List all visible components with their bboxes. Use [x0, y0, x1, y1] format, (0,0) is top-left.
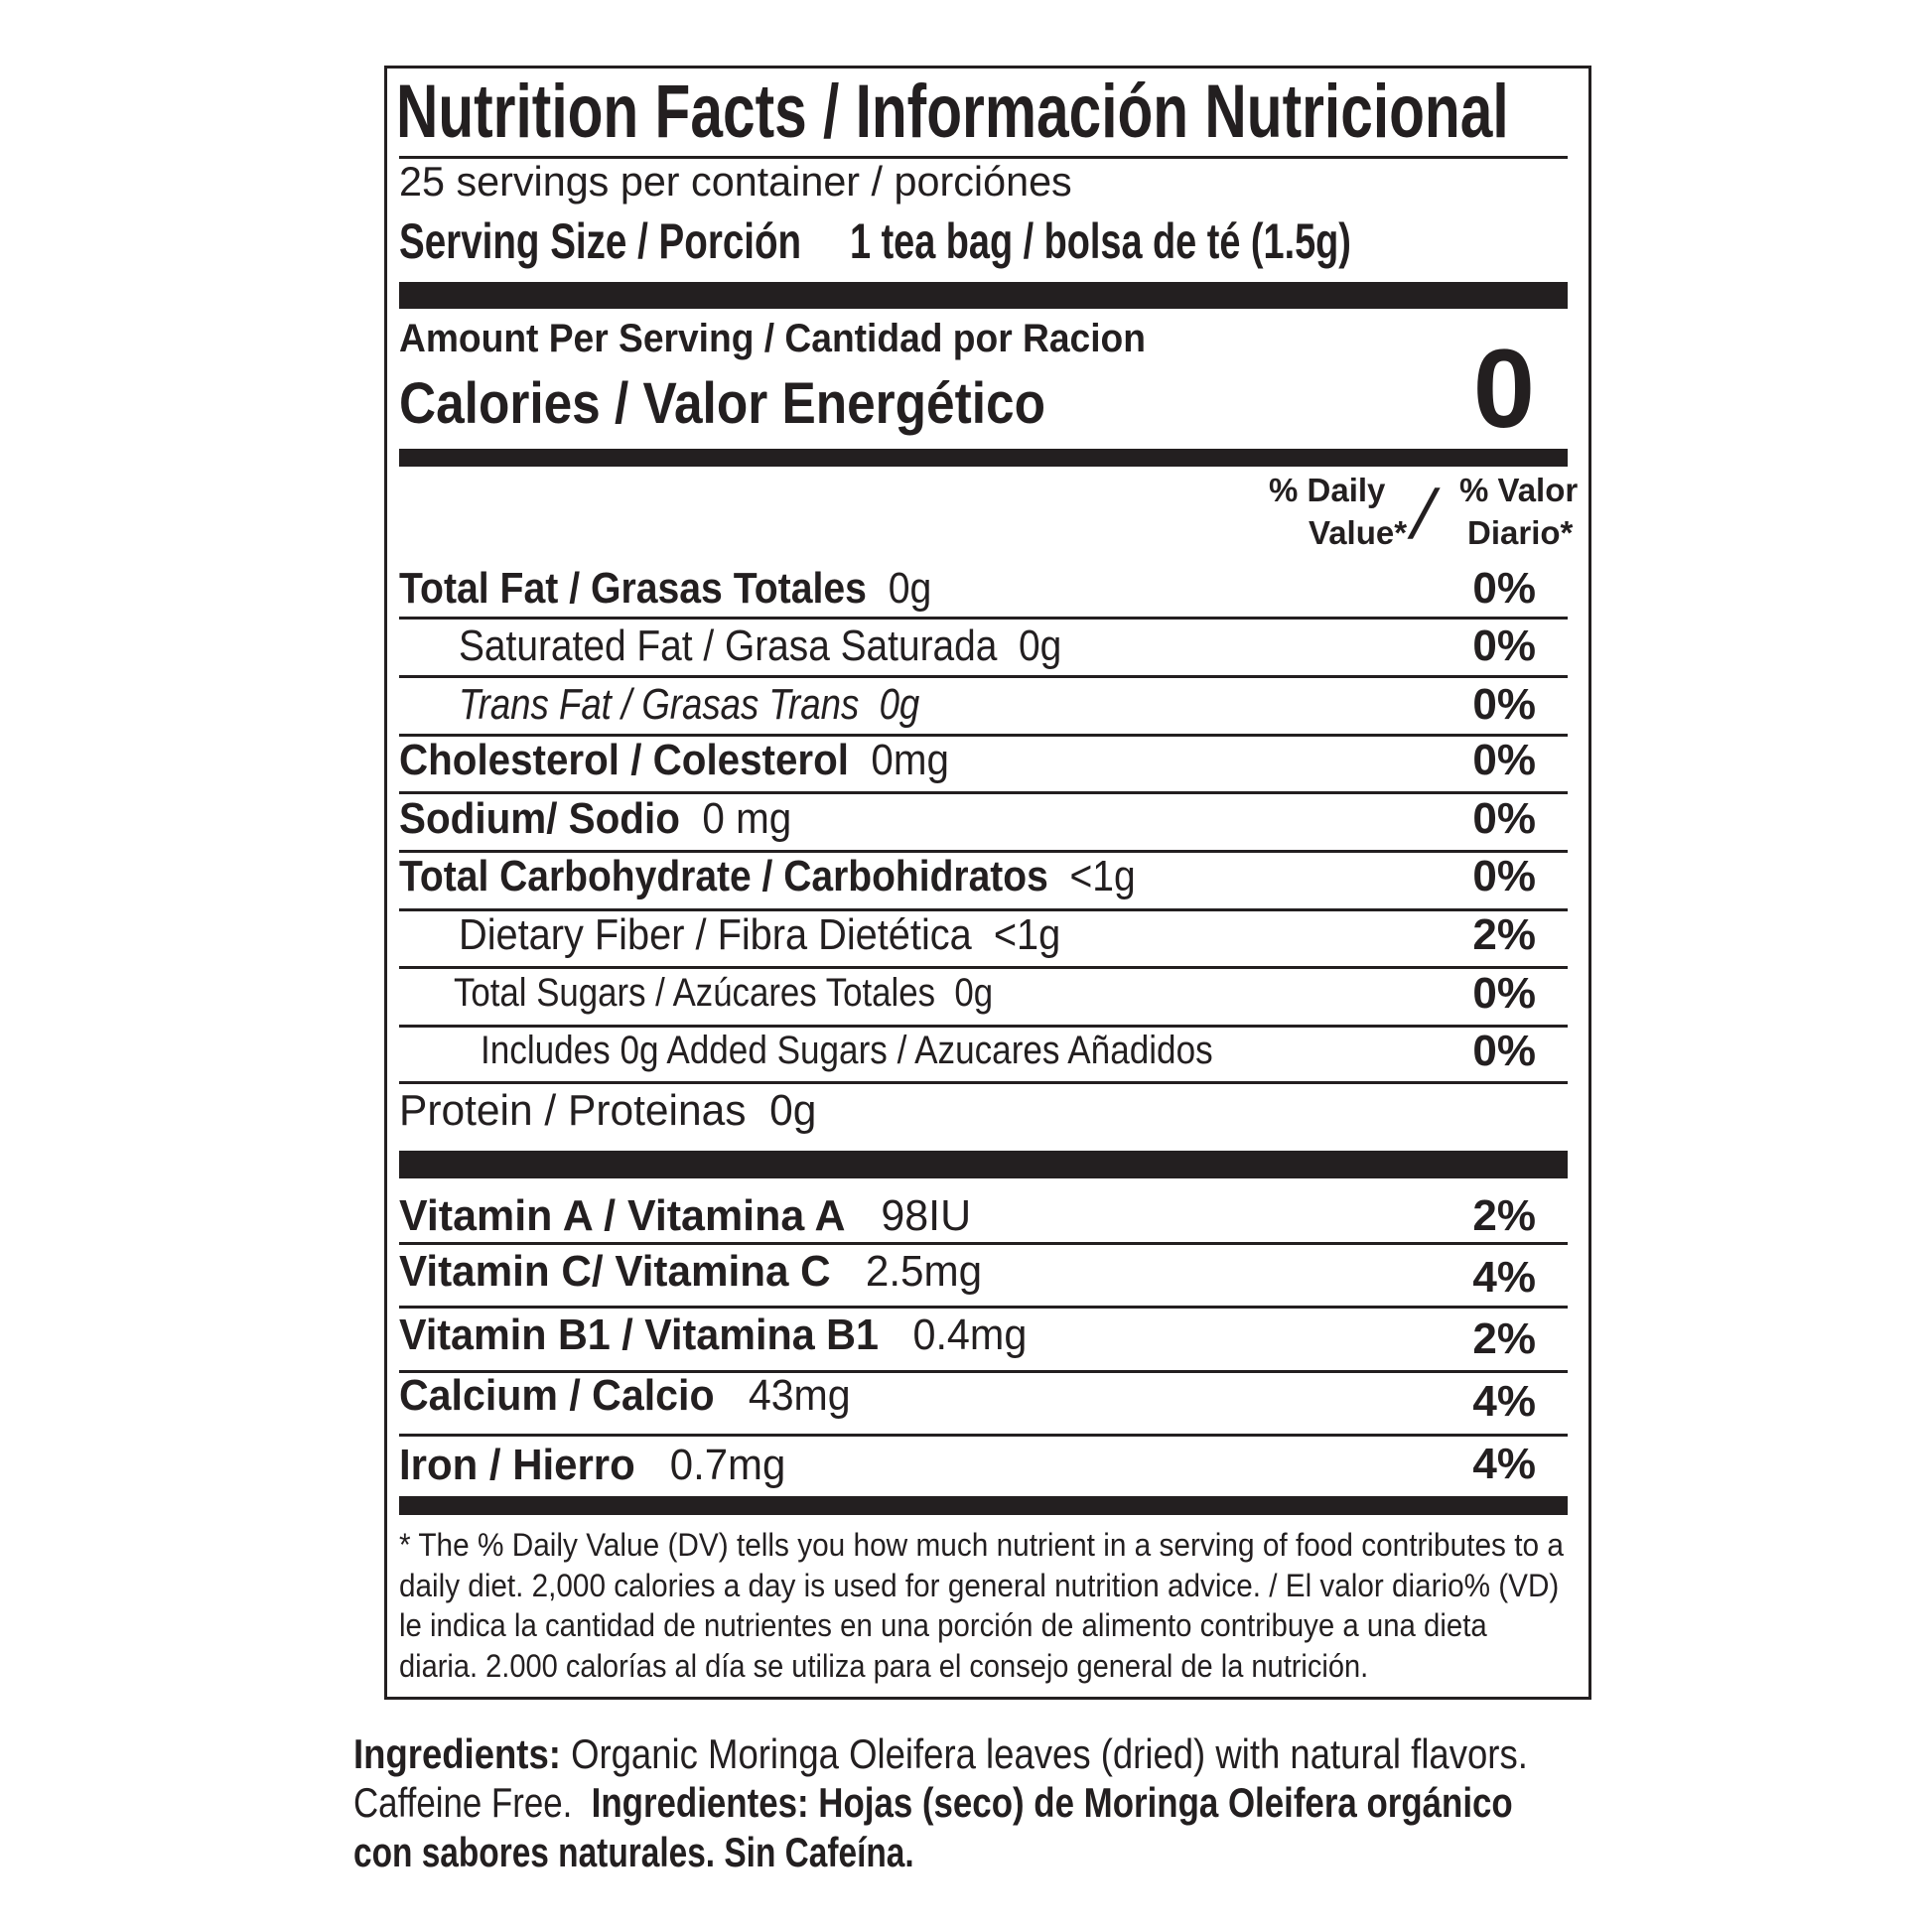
- nutrient-dv: 0%: [1472, 794, 1536, 843]
- footnote-line: diaria. 2.000 calorías al día se utiliza…: [399, 1648, 1369, 1684]
- divider: [399, 734, 1568, 737]
- nutrient-row-dietary-fiber: Dietary Fiber / Fibra Dietética <1g: [459, 910, 1060, 960]
- vitamin-row-iron: Iron / Hierro 0.7mg: [399, 1441, 785, 1490]
- amount-per-serving: Amount Per Serving / Cantidad por Racion: [399, 317, 1146, 360]
- vitamin-dv: 4%: [1472, 1440, 1536, 1488]
- nutrient-dv: 0%: [1472, 852, 1536, 900]
- nutrient-dv: 0%: [1472, 680, 1536, 729]
- vitamin-name: Vitamin A / Vitamina A: [399, 1191, 846, 1240]
- nutrient-amount: 0mg: [871, 736, 949, 784]
- nutrient-amount: <1g: [993, 910, 1061, 959]
- divider: [399, 850, 1568, 853]
- nutrient-row-total-carbohydrate: Total Carbohydrate / Carbohidratos <1g: [399, 852, 1136, 901]
- vitamin-row-calcium: Calcium / Calcio 43mg: [399, 1371, 851, 1421]
- servings-per-container: 25 servings per container / porciónes: [399, 158, 1072, 205]
- nutrient-amount: 0g: [888, 564, 932, 613]
- vitamin-name: Vitamin B1 / Vitamina B1: [399, 1311, 880, 1359]
- vitamin-row-c: Vitamin C/ Vitamina C 2.5mg: [399, 1247, 982, 1297]
- dv-header-es-2: Diario*: [1467, 514, 1574, 551]
- nutrient-row-cholesterol: Cholesterol / Colesterol 0mg: [399, 736, 949, 785]
- ingredientes-text: Hojas (seco) de Moringa Oleifera orgánic…: [818, 1779, 1513, 1826]
- divider: [399, 617, 1568, 620]
- divider: [399, 908, 1568, 911]
- divider: [399, 966, 1568, 969]
- nutrient-amount: 0 mg: [702, 794, 792, 843]
- nutrient-name: Total Carbohydrate / Carbohidratos: [399, 852, 1048, 900]
- nutrient-dv: 2%: [1472, 910, 1536, 959]
- vitamin-dv: 4%: [1472, 1377, 1536, 1426]
- nutrient-name: Trans Fat / Grasas Trans: [459, 680, 860, 729]
- vitamin-dv: 4%: [1472, 1253, 1536, 1302]
- divider: [399, 1306, 1568, 1309]
- divider: [399, 1242, 1568, 1245]
- divider: [399, 1025, 1568, 1028]
- label-title: Nutrition Facts / Información Nutriciona…: [396, 69, 1509, 154]
- divider: [399, 156, 1568, 159]
- nutrient-name: Saturated Fat / Grasa Saturada: [459, 621, 998, 670]
- divider: [399, 791, 1568, 794]
- ingredients-text: Organic Moringa Oleifera leaves (dried) …: [571, 1730, 1528, 1777]
- footnote-line: * The % Daily Value (DV) tells you how m…: [399, 1527, 1564, 1563]
- nutrient-dv: 0%: [1472, 621, 1536, 670]
- nutrient-amount: 0g: [769, 1086, 817, 1135]
- vitamin-amount: 2.5mg: [865, 1247, 983, 1296]
- nutrient-row-protein: Protein / Proteinas 0g: [399, 1086, 816, 1136]
- vitamin-row-a: Vitamin A / Vitamina A 98IU: [399, 1191, 971, 1241]
- serving-size-label: Serving Size / Porción: [399, 213, 802, 269]
- nutrient-dv: 0%: [1472, 969, 1536, 1018]
- vitamin-name: Vitamin C/ Vitamina C: [399, 1247, 831, 1296]
- nutrient-row-total-sugars: Total Sugars / Azúcares Totales 0g: [454, 969, 993, 1017]
- nutrient-dv: 0%: [1472, 736, 1536, 784]
- dv-header-en-2: Value*: [1309, 514, 1408, 551]
- ingredients-label: Ingredients:: [353, 1730, 561, 1777]
- nutrient-row-trans-fat: Trans Fat / Grasas Trans 0g: [459, 680, 919, 730]
- nutrient-amount: 0g: [954, 971, 994, 1015]
- divider: [399, 675, 1568, 678]
- vitamin-row-b1: Vitamin B1 / Vitamina B1 0.4mg: [399, 1311, 1027, 1360]
- dv-header-en-1: % Daily: [1269, 472, 1386, 508]
- ingredientes-text-2: con sabores naturales. Sin Cafeína.: [353, 1829, 914, 1875]
- nutrient-name: Protein / Proteinas: [399, 1086, 747, 1135]
- vitamin-name: Calcium / Calcio: [399, 1371, 715, 1420]
- footnote-line: le indica la cantidad de nutrientes en u…: [399, 1607, 1487, 1643]
- nutrient-name: Total Fat / Grasas Totales: [399, 564, 867, 613]
- thick-divider: [399, 449, 1568, 467]
- divider: [399, 1434, 1568, 1437]
- nutrient-amount: 0g: [1019, 621, 1062, 670]
- nutrient-row-sodium: Sodium/ Sodio 0 mg: [399, 794, 791, 844]
- nutrient-name: Dietary Fiber / Fibra Dietética: [459, 910, 972, 959]
- vitamin-dv: 2%: [1472, 1314, 1536, 1363]
- vitamin-dv: 2%: [1472, 1191, 1536, 1240]
- nutrient-name: Cholesterol / Colesterol: [399, 736, 850, 784]
- vitamin-amount: 98IU: [881, 1191, 972, 1240]
- calories-label: Calories / Valor Energético: [399, 371, 1045, 436]
- thick-divider: [399, 282, 1568, 309]
- ingredients-line-2: Caffeine Free. Ingredientes: Hojas (seco…: [353, 1778, 1513, 1828]
- caffeine-free: Caffeine Free.: [353, 1779, 573, 1826]
- footnote-line: daily diet. 2,000 calories a day is used…: [399, 1568, 1560, 1603]
- nutrient-row-added-sugars: Includes 0g Added Sugars / Azucares Añad…: [481, 1029, 1213, 1072]
- ingredients-english: Ingredients: Organic Moringa Oleifera le…: [353, 1729, 1528, 1779]
- nutrition-facts-panel: [384, 66, 1591, 1700]
- nutrient-row-total-fat: Total Fat / Grasas Totales 0g: [399, 564, 931, 614]
- nutrient-name: Sodium/ Sodio: [399, 794, 680, 843]
- thick-divider: [399, 1151, 1568, 1178]
- nutrient-amount: 0g: [879, 680, 920, 729]
- calories-value: 0: [1472, 327, 1535, 451]
- nutrient-dv: 0%: [1472, 1027, 1536, 1075]
- ingredientes-label: Ingredientes:: [591, 1779, 809, 1826]
- divider: [399, 1081, 1568, 1084]
- vitamin-amount: 0.7mg: [669, 1441, 786, 1489]
- nutrient-dv: 0%: [1472, 564, 1536, 613]
- vitamin-amount: 43mg: [748, 1371, 851, 1420]
- vitamin-name: Iron / Hierro: [399, 1441, 635, 1489]
- nutrient-row-saturated-fat: Saturated Fat / Grasa Saturada 0g: [459, 621, 1061, 671]
- nutrient-amount: <1g: [1069, 852, 1136, 900]
- serving-size-value: 1 tea bag / bolsa de té (1.5g): [850, 213, 1351, 269]
- divider: [399, 1370, 1568, 1373]
- vitamin-amount: 0.4mg: [912, 1311, 1028, 1359]
- thick-divider: [399, 1496, 1568, 1515]
- dv-header-es-1: % Valor: [1459, 472, 1579, 508]
- nutrient-name: Total Sugars / Azúcares Totales: [454, 971, 935, 1015]
